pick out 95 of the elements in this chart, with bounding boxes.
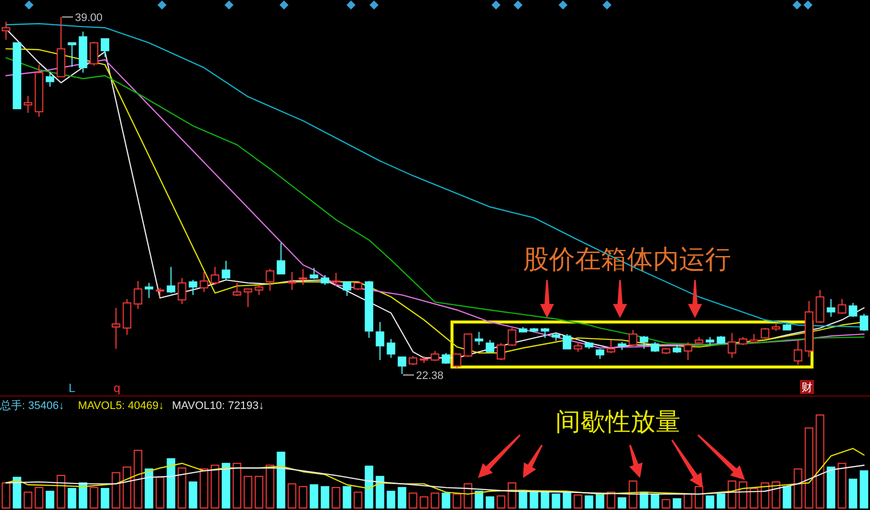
bar bbox=[716, 494, 726, 508]
bar bbox=[694, 486, 704, 508]
bar bbox=[738, 481, 748, 508]
candlestick bbox=[826, 298, 836, 318]
bar bbox=[100, 488, 110, 508]
bar bbox=[618, 497, 626, 508]
bar bbox=[56, 474, 66, 508]
candlestick bbox=[122, 298, 132, 336]
bar bbox=[310, 484, 318, 508]
bar bbox=[156, 476, 164, 508]
bar bbox=[332, 487, 340, 508]
bar bbox=[584, 495, 594, 508]
bar bbox=[276, 452, 286, 508]
bar bbox=[684, 494, 692, 508]
text: 财 bbox=[802, 381, 812, 394]
bar bbox=[244, 476, 252, 508]
bar bbox=[144, 468, 154, 508]
text: q bbox=[114, 381, 120, 395]
bar bbox=[782, 486, 792, 508]
bar bbox=[650, 494, 660, 508]
bar bbox=[816, 414, 824, 508]
bar bbox=[254, 476, 264, 508]
bar bbox=[178, 468, 186, 508]
bar bbox=[200, 468, 208, 508]
bar bbox=[398, 487, 406, 508]
bar bbox=[364, 466, 374, 508]
bar bbox=[672, 498, 682, 508]
bar bbox=[222, 462, 230, 508]
bar bbox=[320, 486, 330, 508]
bar bbox=[420, 496, 428, 508]
candlestick bbox=[134, 280, 142, 310]
bar bbox=[772, 481, 780, 508]
bar bbox=[288, 483, 296, 508]
bar bbox=[232, 462, 242, 508]
bar bbox=[386, 490, 396, 508]
bar bbox=[540, 490, 550, 508]
bar bbox=[848, 478, 858, 508]
bar bbox=[90, 487, 98, 508]
bar bbox=[860, 470, 868, 508]
candlestick bbox=[288, 271, 296, 291]
candlestick bbox=[34, 64, 44, 118]
bar bbox=[166, 458, 176, 508]
candlestick bbox=[298, 268, 308, 286]
bar bbox=[596, 494, 604, 508]
candlestick bbox=[78, 31, 88, 74]
bar bbox=[826, 466, 836, 508]
bar bbox=[804, 428, 814, 508]
bar bbox=[122, 466, 132, 508]
bar bbox=[12, 476, 22, 508]
text: 总手: 35406↓ bbox=[0, 399, 64, 412]
candlestick bbox=[112, 307, 120, 350]
bar bbox=[508, 482, 516, 508]
bar bbox=[530, 492, 538, 508]
bar bbox=[706, 495, 714, 508]
candlestick bbox=[728, 332, 736, 358]
bar bbox=[298, 486, 308, 508]
bar bbox=[442, 492, 450, 508]
text: MAVOL5: 40469↓ bbox=[78, 400, 164, 412]
annotation: 22.38 bbox=[416, 370, 444, 382]
candlestick bbox=[376, 322, 384, 361]
bar bbox=[628, 480, 638, 508]
bar bbox=[474, 490, 484, 508]
bar bbox=[728, 480, 736, 508]
bar bbox=[376, 476, 384, 508]
bar bbox=[134, 450, 142, 508]
bar bbox=[838, 462, 846, 508]
bar bbox=[408, 492, 418, 508]
text: L bbox=[68, 381, 76, 395]
bar bbox=[46, 490, 54, 508]
bar bbox=[354, 492, 362, 508]
bar bbox=[794, 468, 802, 508]
candlestick bbox=[2, 21, 10, 40]
bar bbox=[2, 482, 10, 508]
annotation: 间歇性放量 bbox=[556, 408, 680, 436]
bar bbox=[750, 488, 758, 508]
bar bbox=[210, 464, 220, 508]
bar bbox=[452, 494, 462, 508]
bar bbox=[342, 486, 352, 508]
bar bbox=[486, 496, 494, 508]
bar bbox=[34, 487, 44, 508]
bar bbox=[188, 481, 198, 508]
annotation: 39.00 bbox=[75, 12, 103, 24]
bar bbox=[496, 495, 506, 508]
bar bbox=[662, 499, 670, 508]
text: MAVOL10: 72193↓ bbox=[172, 400, 264, 412]
bar bbox=[112, 472, 120, 508]
bar bbox=[574, 494, 582, 508]
candlestick bbox=[804, 300, 814, 358]
bar bbox=[266, 464, 274, 508]
bar bbox=[562, 492, 572, 508]
bar bbox=[552, 494, 560, 508]
bar bbox=[606, 492, 616, 508]
bar bbox=[68, 488, 76, 508]
bar bbox=[24, 492, 32, 508]
bar bbox=[430, 492, 440, 508]
